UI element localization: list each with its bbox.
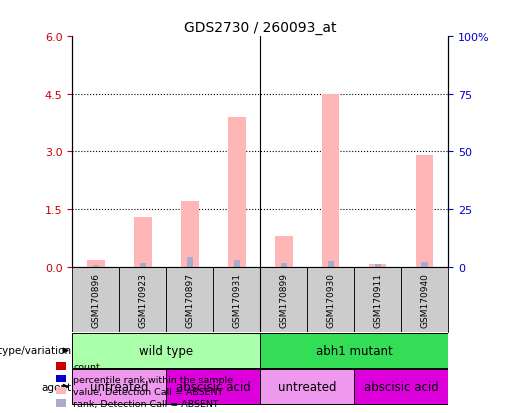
Bar [416, 156, 434, 267]
Bar [213, 267, 260, 332]
Bar [228, 118, 246, 267]
Text: GSM170930: GSM170930 [326, 272, 335, 327]
Text: abscisic acid: abscisic acid [364, 380, 438, 393]
Bar [369, 265, 386, 267]
Bar [181, 202, 198, 267]
Bar [119, 267, 166, 332]
Bar [87, 260, 105, 267]
Text: GSM170911: GSM170911 [373, 272, 382, 327]
Bar [260, 333, 448, 368]
Bar [140, 264, 146, 267]
Text: abh1 mutant: abh1 mutant [316, 344, 392, 357]
Bar [328, 261, 334, 267]
Bar [166, 369, 260, 404]
Bar [72, 369, 166, 404]
Text: GSM170899: GSM170899 [279, 272, 288, 327]
Bar [166, 267, 213, 332]
Text: GSM170896: GSM170896 [91, 272, 100, 327]
Bar [260, 267, 307, 332]
Bar [401, 267, 448, 332]
Bar [72, 267, 119, 332]
Text: genotype/variation: genotype/variation [0, 346, 72, 356]
Text: wild type: wild type [139, 344, 193, 357]
Bar [374, 265, 381, 267]
Legend: count, percentile rank within the sample, value, Detection Call = ABSENT, rank, : count, percentile rank within the sample… [56, 362, 233, 408]
Bar [354, 267, 401, 332]
Bar [274, 236, 293, 267]
Bar [93, 265, 99, 267]
Bar [322, 95, 339, 267]
Bar [72, 333, 260, 368]
Bar [421, 262, 427, 267]
Bar [281, 263, 287, 267]
Text: GSM170931: GSM170931 [232, 272, 241, 327]
Bar [134, 217, 151, 267]
Bar [260, 369, 354, 404]
Text: GSM170923: GSM170923 [138, 272, 147, 327]
Bar [186, 257, 193, 267]
Text: GSM170940: GSM170940 [420, 272, 429, 327]
Text: untreated: untreated [90, 380, 148, 393]
Bar [233, 260, 239, 267]
Text: agent: agent [42, 382, 72, 392]
Text: untreated: untreated [278, 380, 336, 393]
Bar [307, 267, 354, 332]
Title: GDS2730 / 260093_at: GDS2730 / 260093_at [184, 21, 336, 35]
Text: abscisic acid: abscisic acid [176, 380, 250, 393]
Text: GSM170897: GSM170897 [185, 272, 194, 327]
Bar [354, 369, 448, 404]
